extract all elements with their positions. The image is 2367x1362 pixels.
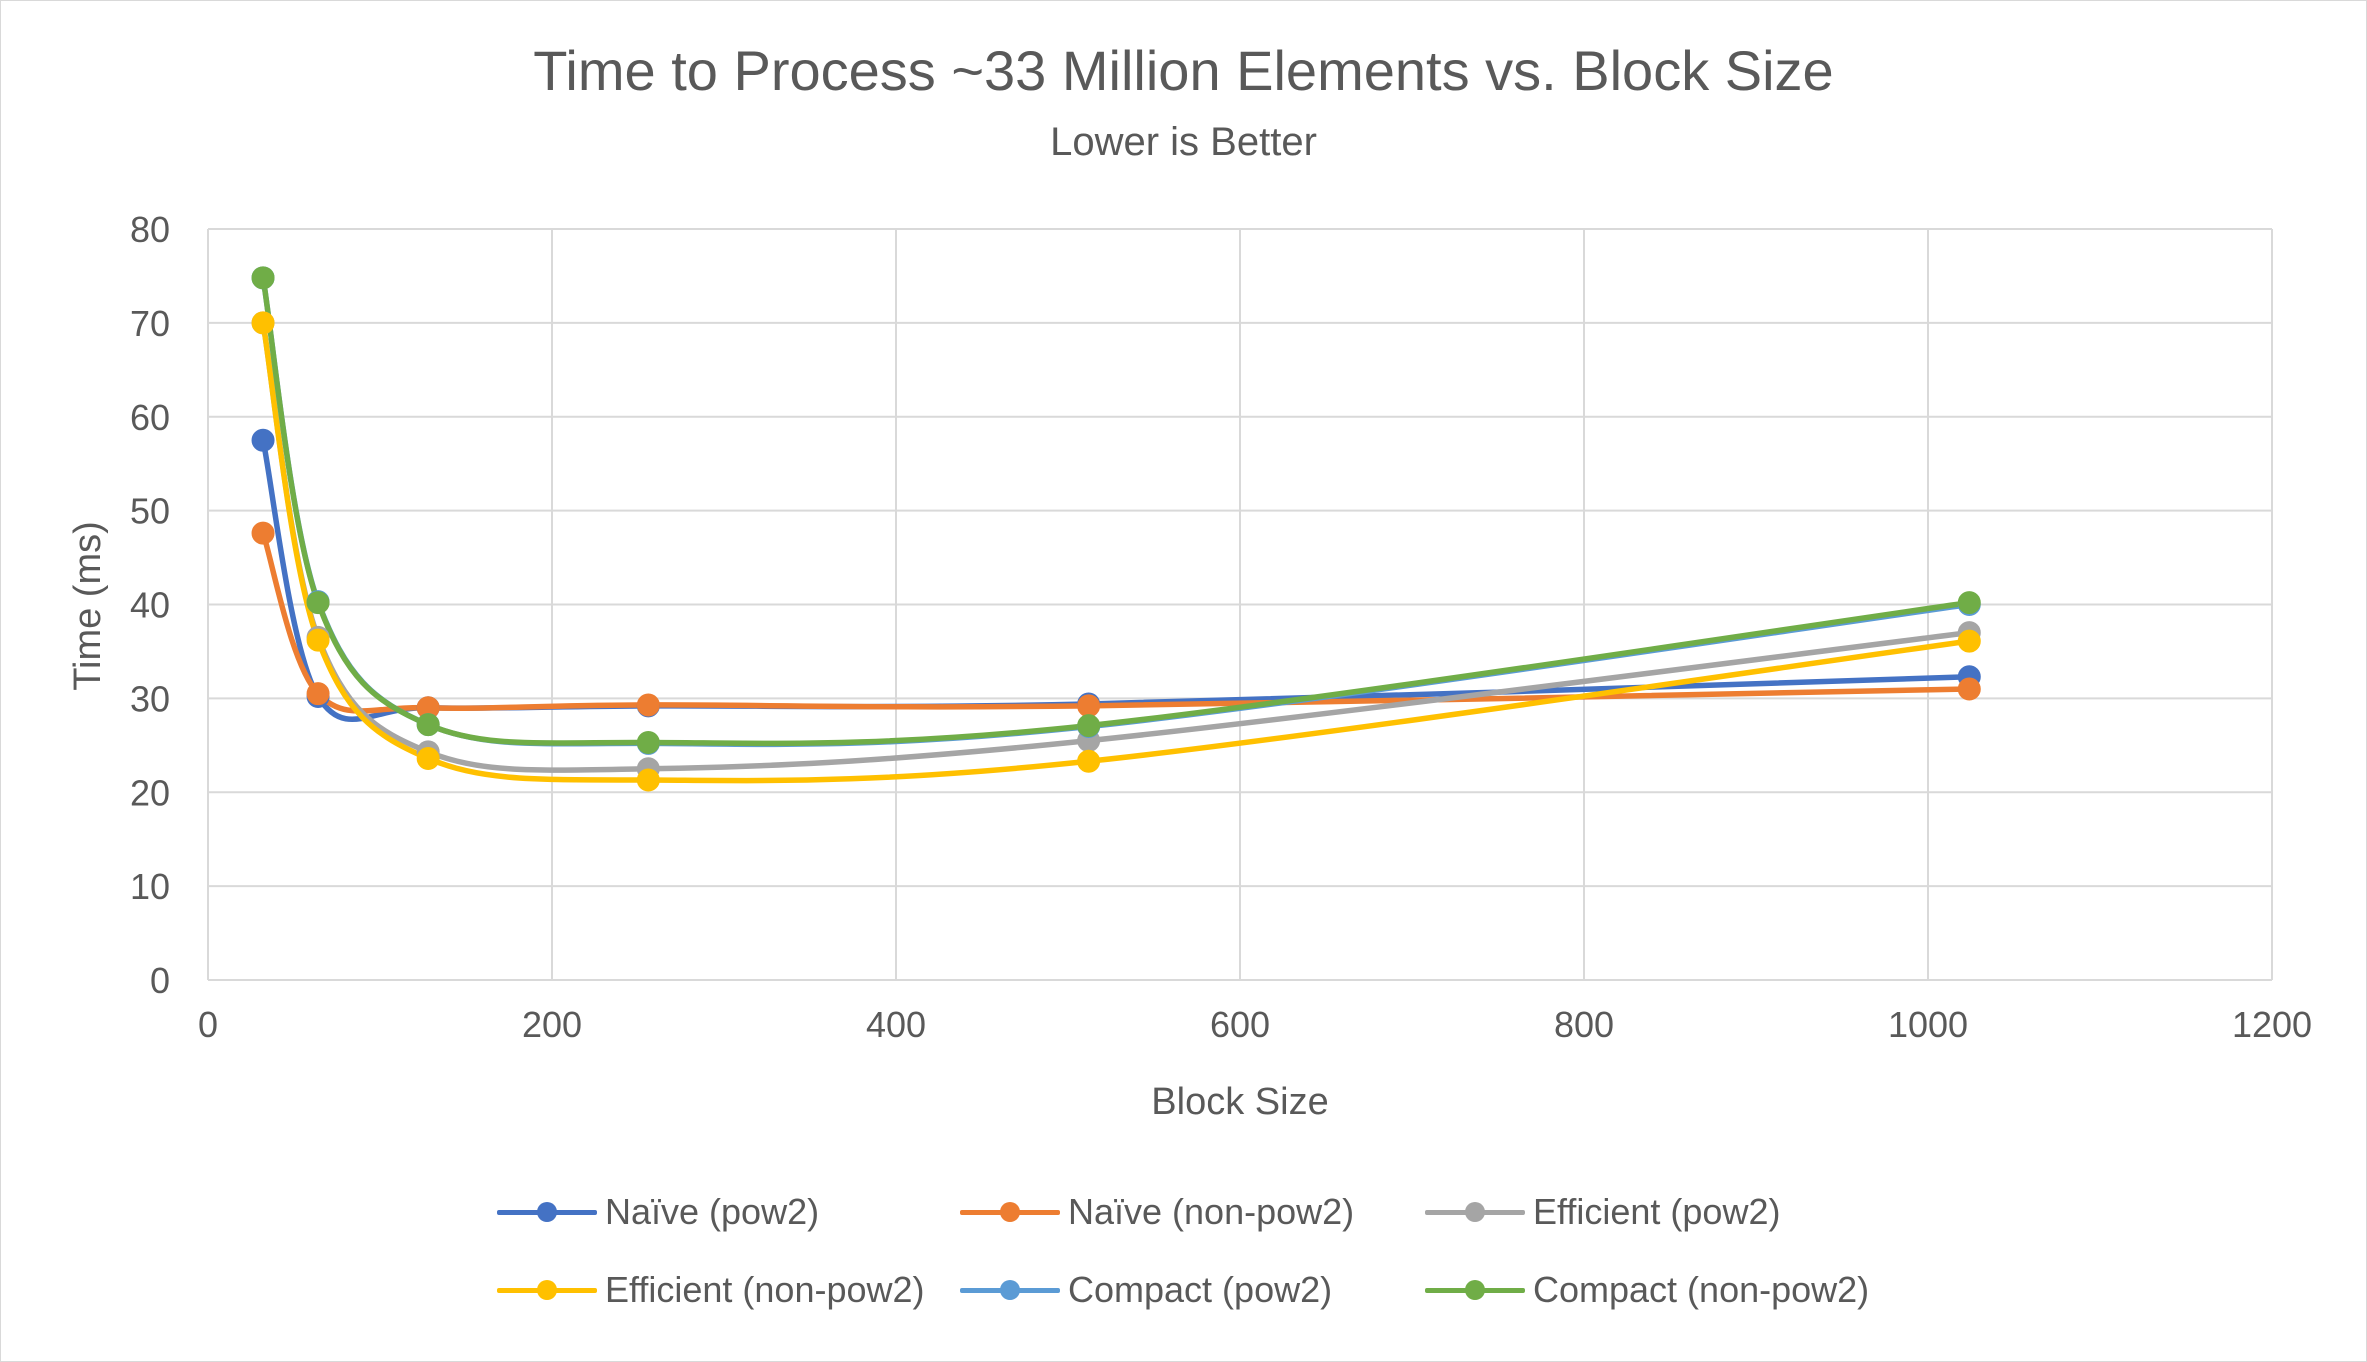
legend-label: Compact (pow2) [1068,1269,1333,1310]
y-tick-label: 30 [130,678,170,719]
data-point-series-5 [416,713,440,737]
chart-title: Time to Process ~33 Million Elements vs.… [533,39,1834,102]
x-tick-label: 200 [522,1004,582,1045]
legend-swatch-marker [1000,1280,1020,1300]
y-tick-label: 60 [130,397,170,438]
x-tick-label: 1000 [1888,1004,1968,1045]
legend-swatch-marker [1000,1202,1020,1222]
series-lines [260,275,1973,784]
legend-item: Compact (pow2) [960,1269,1332,1311]
legend-swatch-marker [1465,1202,1485,1222]
data-point-series-5 [251,266,275,290]
legend-item: Naïve (pow2) [497,1191,819,1233]
data-point-series-5 [306,591,330,615]
x-tick-label: 0 [198,1004,218,1045]
data-point-series-0 [251,428,275,452]
data-point-series-3 [416,746,440,770]
data-point-series-1 [1957,677,1981,701]
data-point-series-3 [306,628,330,652]
y-tick-label: 70 [130,303,170,344]
x-tick-label: 1200 [2232,1004,2312,1045]
data-point-series-3 [251,311,275,335]
y-tick-label: 0 [150,960,170,1001]
legend-swatch [1425,1197,1525,1227]
legend-swatch [497,1275,597,1305]
chart-subtitle: Lower is Better [1050,120,1317,164]
x-tick-label: 400 [866,1004,926,1045]
x-tick-label: 800 [1554,1004,1614,1045]
legend-swatch [960,1197,1060,1227]
data-point-series-1 [636,693,660,717]
data-point-series-5 [1957,591,1981,615]
legend-label: Efficient (non-pow2) [605,1269,925,1310]
legend-swatch-marker [537,1280,557,1300]
data-point-series-5 [1077,714,1101,738]
y-axis-title: Time (ms) [67,521,109,691]
legend-swatch [960,1275,1060,1305]
data-point-series-1 [251,521,275,545]
y-tick-label: 10 [130,866,170,907]
data-point-series-1 [306,682,330,706]
series-line-3 [260,320,1973,784]
x-tick-label: 600 [1210,1004,1270,1045]
y-tick-label: 50 [130,491,170,532]
legend-item: Efficient (non-pow2) [497,1269,925,1311]
data-point-series-3 [1957,629,1981,653]
legend-swatch-marker [1465,1280,1485,1300]
legend-swatch [1425,1275,1525,1305]
legend-swatch [497,1197,597,1227]
legend-label: Compact (non-pow2) [1533,1269,1870,1310]
x-axis-title: Block Size [1151,1081,1328,1123]
data-point-series-1 [1077,694,1101,718]
data-point-series-5 [636,730,660,754]
data-point-series-3 [1077,749,1101,773]
legend-label: Naïve (non-pow2) [1068,1191,1355,1232]
data-point-series-3 [636,768,660,792]
y-tick-label: 20 [130,772,170,813]
y-tick-label: 80 [130,209,170,250]
series-markers [251,266,1981,792]
legend-label: Efficient (pow2) [1533,1191,1781,1232]
legend-item: Naïve (non-pow2) [960,1191,1354,1233]
legend-item: Efficient (pow2) [1425,1191,1780,1233]
legend-swatch-marker [537,1202,557,1222]
legend-label: Naïve (pow2) [605,1191,820,1232]
legend-item: Compact (non-pow2) [1425,1269,1869,1311]
y-tick-label: 40 [130,585,170,626]
